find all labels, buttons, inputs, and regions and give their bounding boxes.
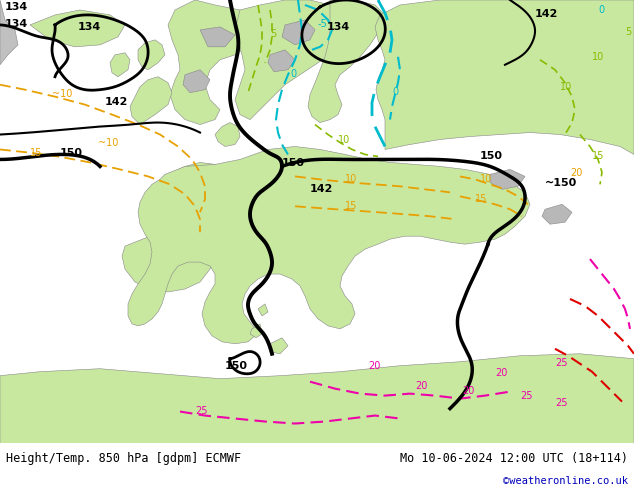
Text: 134: 134 [5,2,29,12]
Text: 15: 15 [475,195,488,204]
Text: 10: 10 [592,52,604,62]
Text: 10: 10 [560,82,573,92]
Text: 25: 25 [195,406,207,416]
Text: 134: 134 [78,22,101,32]
Text: 25: 25 [555,358,567,368]
Text: Mo 10-06-2024 12:00 UTC (18+114): Mo 10-06-2024 12:00 UTC (18+114) [399,452,628,465]
Polygon shape [138,40,165,70]
Text: 150: 150 [282,158,305,169]
Polygon shape [110,53,130,77]
Polygon shape [542,204,572,224]
Text: ~150: ~150 [545,178,577,188]
Polygon shape [122,226,215,292]
Text: 20: 20 [415,381,427,391]
Text: 20: 20 [462,386,474,395]
Polygon shape [130,77,172,124]
Text: -5: -5 [318,19,328,29]
Text: 150: 150 [480,151,503,161]
Text: 0: 0 [598,5,604,15]
Polygon shape [0,354,634,443]
Text: 15: 15 [30,148,42,158]
Text: 15: 15 [345,201,358,211]
Polygon shape [308,0,385,122]
Polygon shape [165,162,230,216]
Text: 5: 5 [270,29,276,39]
Text: 20: 20 [570,169,583,178]
Polygon shape [168,0,260,124]
Polygon shape [490,170,525,189]
Text: ~10: ~10 [52,89,72,98]
Text: 25: 25 [520,391,533,401]
Polygon shape [258,304,268,316]
Polygon shape [250,324,262,338]
Text: 25: 25 [555,397,567,408]
Text: ©weatheronline.co.uk: ©weatheronline.co.uk [503,476,628,486]
Text: 10: 10 [338,134,350,145]
Polygon shape [200,27,235,47]
Text: 150: 150 [60,148,83,158]
Polygon shape [30,10,125,47]
Polygon shape [282,20,315,45]
Text: ~10: ~10 [98,139,119,148]
Polygon shape [183,70,210,93]
Text: 5: 5 [625,27,631,37]
Text: 142: 142 [535,9,559,19]
Text: 20: 20 [495,368,507,378]
Text: 20: 20 [368,361,380,371]
Text: 142: 142 [310,184,333,195]
Text: 134: 134 [5,19,29,29]
Polygon shape [128,147,530,344]
Polygon shape [268,50,295,72]
Text: 134: 134 [327,22,350,32]
Text: 10: 10 [480,174,492,184]
Text: Height/Temp. 850 hPa [gdpm] ECMWF: Height/Temp. 850 hPa [gdpm] ECMWF [6,452,242,465]
Polygon shape [215,122,240,147]
Polygon shape [268,338,288,354]
Text: 15: 15 [592,151,604,161]
Polygon shape [375,0,634,154]
Polygon shape [0,0,18,65]
Text: 0: 0 [392,87,398,97]
Text: 10: 10 [345,174,357,184]
Polygon shape [235,0,345,120]
Text: 0: 0 [290,69,296,79]
Text: 142: 142 [105,97,128,107]
Text: 150: 150 [225,361,248,371]
